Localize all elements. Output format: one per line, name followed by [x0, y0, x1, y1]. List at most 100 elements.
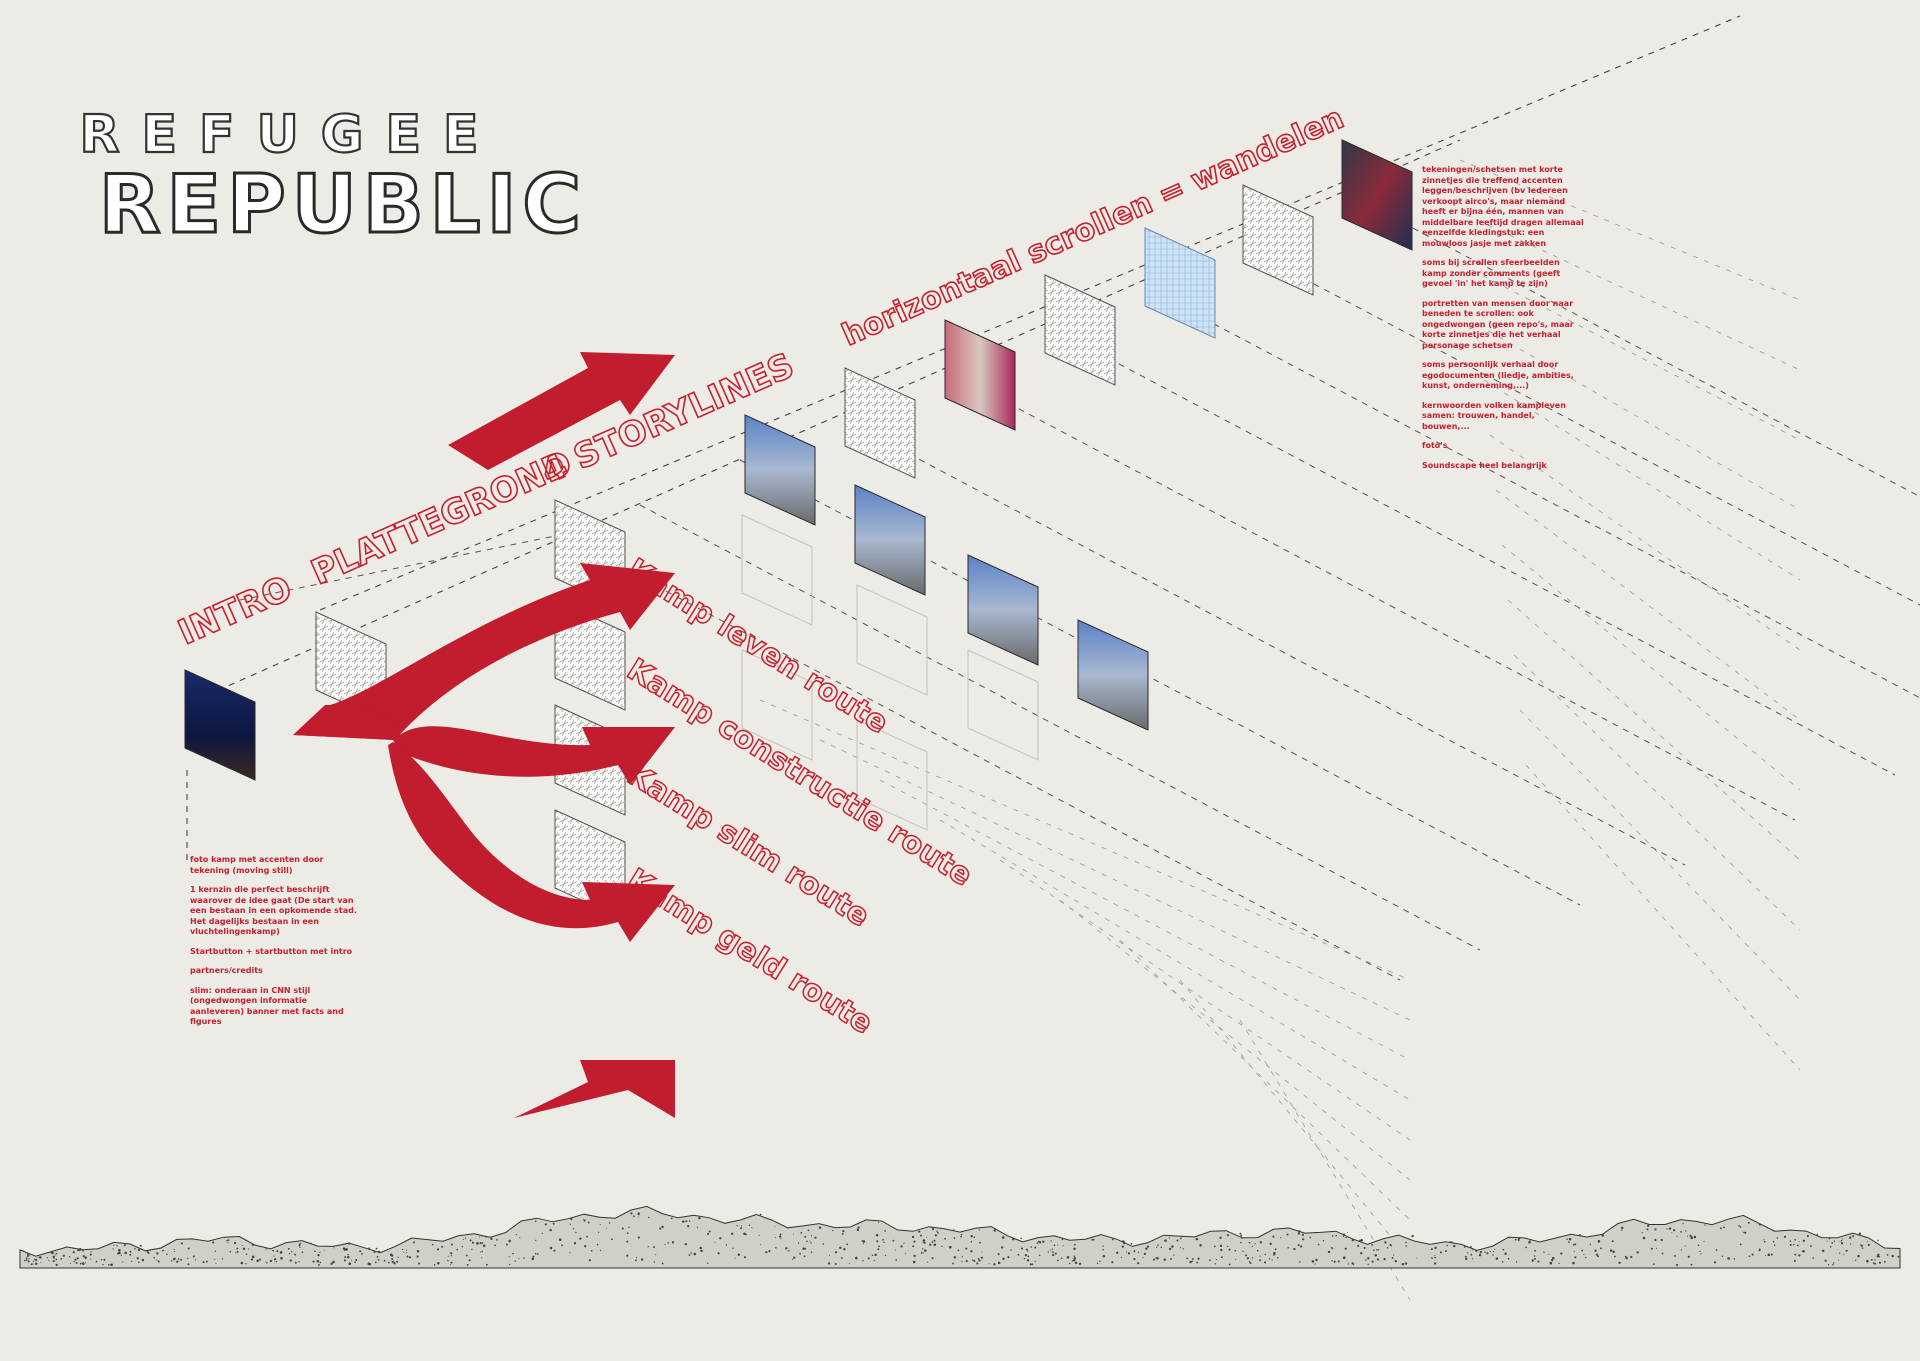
stipple-dot: [496, 1239, 498, 1241]
stipple-dot: [1574, 1243, 1577, 1246]
stipple-dot: [131, 1260, 133, 1263]
stipple-dot: [1405, 1241, 1407, 1244]
stipple-dot: [1434, 1256, 1437, 1259]
stipple-dot: [871, 1254, 874, 1257]
stipple-dot: [799, 1252, 801, 1255]
stipple-dot: [1259, 1259, 1262, 1262]
stipple-dot: [344, 1256, 347, 1259]
stipple-dot: [1216, 1259, 1218, 1261]
note-right-7: Soundscape heel belangrijk: [1422, 460, 1547, 470]
stipple-dot: [1748, 1255, 1751, 1258]
stipple-dot: [194, 1259, 197, 1261]
stipple-dot: [1074, 1261, 1078, 1265]
stipple-dot: [788, 1249, 790, 1252]
stipple-dot: [1739, 1243, 1742, 1246]
stipple-dot: [569, 1223, 571, 1225]
stipple-dot: [1721, 1255, 1724, 1257]
stipple-dot: [1579, 1234, 1581, 1237]
stipple-dot: [1572, 1243, 1575, 1246]
stipple-dot: [1242, 1250, 1244, 1252]
stipple-dot: [1061, 1238, 1064, 1241]
stipple-dot: [242, 1247, 246, 1251]
stipple-dot: [413, 1241, 415, 1244]
stipple-dot: [809, 1240, 811, 1242]
stipple-dot: [973, 1260, 976, 1262]
mountain-stipple: [22, 1212, 1900, 1267]
stipple-dot: [1858, 1232, 1862, 1235]
stipple-dot: [1371, 1244, 1373, 1246]
stipple-dot: [116, 1245, 118, 1247]
stipple-dot: [1391, 1256, 1394, 1259]
stipple-dot: [970, 1241, 973, 1243]
stipple-dot: [1831, 1242, 1834, 1244]
stipple-dot: [922, 1252, 924, 1254]
stipple-dot: [1828, 1237, 1831, 1240]
stipple-dot: [1191, 1260, 1193, 1262]
stipple-dot: [1763, 1240, 1766, 1243]
stipple-dot: [1463, 1246, 1466, 1248]
stipple-dot: [937, 1232, 939, 1234]
stipple-dot: [800, 1232, 803, 1234]
stipple-dot: [75, 1261, 78, 1264]
stipple-dot: [661, 1225, 664, 1229]
route-guide-0: [559, 534, 1401, 981]
stipple-dot: [1042, 1240, 1045, 1243]
stipple-dot: [936, 1230, 938, 1232]
stipple-dot: [447, 1255, 449, 1257]
stipple-dot: [1861, 1247, 1864, 1249]
stipple-dot: [884, 1254, 887, 1257]
stipple-dot: [1715, 1249, 1718, 1251]
stipple-dot: [862, 1240, 866, 1243]
stipple-dot: [1494, 1248, 1496, 1250]
stipple-dot: [1226, 1234, 1229, 1237]
stipple-dot: [1189, 1260, 1192, 1264]
stipple-dot: [1269, 1242, 1272, 1246]
stipple-dot: [1854, 1259, 1857, 1261]
stipple-dot: [107, 1264, 110, 1266]
stipple-dot: [1314, 1263, 1316, 1265]
stipple-dot: [1277, 1257, 1279, 1259]
stipple-dot: [1273, 1252, 1276, 1255]
stipple-dot: [596, 1243, 599, 1246]
stipple-dot: [684, 1242, 687, 1246]
stipple-dot: [166, 1253, 168, 1255]
stipple-dot: [1376, 1249, 1378, 1251]
stipple-dot: [932, 1228, 935, 1231]
stipple-dot: [1514, 1238, 1517, 1241]
stipple-dot: [633, 1215, 635, 1218]
stipple-dot: [1386, 1247, 1389, 1249]
stipple-dot: [229, 1250, 232, 1253]
stipple-dot: [266, 1262, 268, 1264]
stipple-dot: [518, 1258, 520, 1260]
stipple-dot: [1049, 1249, 1052, 1251]
stipple-dot: [608, 1222, 611, 1224]
stipple-dot: [374, 1261, 377, 1264]
stipple-dot: [1465, 1257, 1468, 1261]
stipple-dot: [1484, 1251, 1486, 1254]
stipple-dot: [482, 1244, 486, 1248]
stipple-dot: [1878, 1261, 1881, 1264]
stipple-dot: [396, 1260, 399, 1263]
stipple-dot: [1256, 1249, 1259, 1252]
stipple-dot: [1654, 1238, 1657, 1242]
stipple-dot: [34, 1258, 38, 1262]
stipple-dot: [1344, 1247, 1347, 1250]
stipple-dot: [549, 1228, 552, 1232]
stipple-dot: [1137, 1251, 1140, 1253]
stipple-dot: [1390, 1245, 1393, 1247]
stipple-dot: [1219, 1244, 1223, 1248]
stipple-dot: [450, 1255, 453, 1257]
stipple-dot: [1374, 1254, 1378, 1257]
stipple-dot: [1801, 1250, 1803, 1253]
sketch-thumbnail-c: [1242, 184, 1314, 296]
stipple-dot: [1573, 1250, 1575, 1252]
stipple-dot: [876, 1240, 879, 1243]
note-right-2: soms bij scrollen sfeerbeelden kamp zond…: [1422, 258, 1561, 288]
stipple-dot: [810, 1242, 812, 1244]
stipple-dot: [461, 1245, 464, 1248]
note-left-5: slim: onderaan in CNN stijl (ongedwongen…: [190, 985, 344, 1027]
people-photo-thumbnail: [944, 319, 1016, 431]
stipple-dot: [688, 1220, 691, 1222]
stipple-dot: [1122, 1241, 1126, 1245]
stipple-dot: [162, 1250, 164, 1252]
